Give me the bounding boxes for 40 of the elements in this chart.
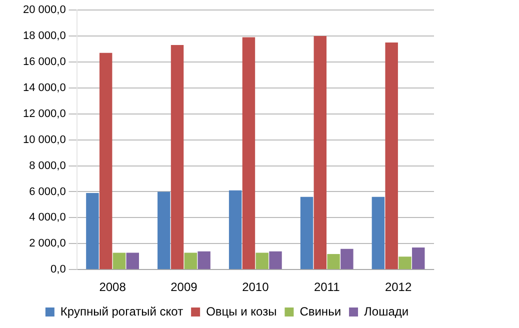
bar xyxy=(112,252,126,270)
x-tick-label: 2008 xyxy=(99,280,126,294)
bar xyxy=(314,36,327,270)
bar xyxy=(158,192,170,270)
x-tick-label: 2010 xyxy=(242,280,270,294)
bar xyxy=(372,196,385,270)
bar xyxy=(86,193,99,270)
bar xyxy=(170,45,184,270)
y-tick-label: 20 000,0 xyxy=(22,4,66,16)
bar xyxy=(184,252,198,270)
y-tick-label: 12 000,0 xyxy=(22,108,66,120)
legend-label: Лошади xyxy=(364,304,409,318)
y-tick-label: 4 000,0 xyxy=(29,212,66,224)
y-tick-label: 14 000,0 xyxy=(22,82,66,94)
legend-label: Овцы и козы xyxy=(206,304,277,318)
legend-label: Крупный рогатый скот xyxy=(60,304,184,318)
x-tick-label: 2009 xyxy=(170,280,198,294)
bar xyxy=(327,254,340,270)
bar xyxy=(300,196,314,270)
bar xyxy=(242,37,256,270)
legend-label: Свиньи xyxy=(300,304,342,318)
bar xyxy=(198,251,210,270)
x-tick-label: 2011 xyxy=(314,280,340,294)
bar xyxy=(228,190,242,270)
y-tick-label: 0,0 xyxy=(50,264,66,276)
y-tick-label: 10 000,0 xyxy=(22,134,66,146)
bar xyxy=(412,248,425,270)
y-tick-label: 18 000,0 xyxy=(22,30,66,42)
bar xyxy=(126,252,139,270)
bar xyxy=(99,52,112,270)
bar xyxy=(385,42,398,270)
bar xyxy=(398,256,412,270)
bar xyxy=(256,252,268,270)
y-tick-label: 2 000,0 xyxy=(29,238,66,250)
y-tick-label: 6 000,0 xyxy=(29,186,66,198)
bar xyxy=(340,248,354,270)
y-tick-label: 8 000,0 xyxy=(29,160,66,172)
y-tick-label: 16 000,0 xyxy=(22,56,66,68)
x-tick-label: 2012 xyxy=(384,280,412,294)
bar xyxy=(269,251,282,270)
